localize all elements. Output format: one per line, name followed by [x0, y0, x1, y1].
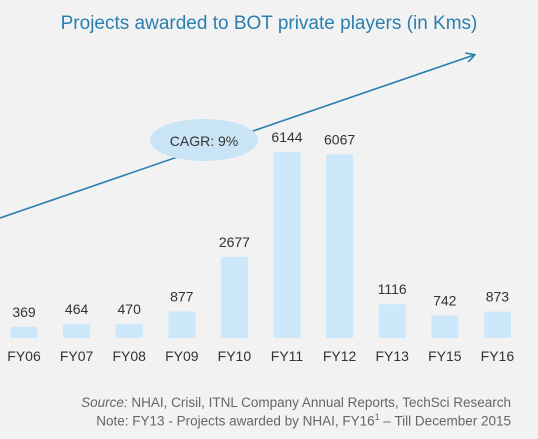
chart-title: Projects awarded to BOT private players … — [60, 13, 478, 34]
note-suffix: – Till December 2015 — [379, 413, 511, 429]
data-label-fy10: 2677 — [219, 234, 250, 250]
bar-fy16 — [483, 311, 511, 338]
bar-fy09 — [168, 311, 196, 338]
tick-label-fy11: FY11 — [271, 348, 304, 364]
data-label-fy13: 1116 — [378, 281, 407, 297]
cagr-annotation: CAGR: 9% — [150, 119, 258, 161]
labels-layer: 369 464 470 877 2677 6144 6067 1116 742 873 — [12, 129, 509, 320]
bar-fy10 — [220, 256, 248, 338]
tick-label-fy16: FY16 — [481, 348, 515, 364]
data-label-fy07: 464 — [65, 301, 89, 317]
data-label-fy09: 877 — [170, 288, 194, 304]
note-superscript: 1 — [374, 412, 380, 422]
bar-fy08 — [115, 323, 143, 338]
tick-label-fy09: FY09 — [165, 348, 199, 364]
bar-fy13 — [378, 304, 406, 338]
tick-label-fy06: FY06 — [7, 348, 41, 364]
source-note: Source: NHAI, Crisil, ITNL Company Annua… — [81, 395, 511, 410]
bars-layer — [10, 152, 511, 338]
cagr-bubble — [150, 119, 258, 161]
bar-fy12 — [326, 154, 354, 338]
data-label-fy16: 873 — [486, 289, 510, 305]
footnote: Note: FY13 - Projects awarded by NHAI, F… — [96, 412, 511, 429]
data-label-fy08: 470 — [118, 301, 142, 317]
data-label-fy06: 369 — [12, 304, 36, 320]
tick-label-fy10: FY10 — [218, 348, 252, 364]
data-label-fy11: 6144 — [271, 129, 302, 145]
bar-fy15 — [431, 315, 459, 338]
tick-label-fy13: FY13 — [375, 348, 409, 364]
note-prefix: Note: FY13 - Projects awarded by NHAI, F… — [96, 413, 375, 429]
cagr-label: CAGR: 9% — [170, 133, 238, 149]
tick-label-fy07: FY07 — [60, 348, 94, 364]
tick-label-fy15: FY15 — [428, 348, 462, 364]
data-label-fy15: 742 — [433, 293, 457, 309]
source-label: Source: — [81, 395, 128, 410]
tick-labels-layer: FY06 FY07 FY08 FY09 FY10 FY11 FY12 FY13 FY15 FY16 — [7, 348, 514, 364]
bar-fy07 — [63, 323, 91, 338]
tick-label-fy08: FY08 — [112, 348, 146, 364]
data-label-fy12: 6067 — [324, 131, 355, 147]
tick-label-fy12: FY12 — [323, 348, 357, 364]
bar-fy06 — [10, 326, 38, 338]
source-text: NHAI, Crisil, ITNL Company Annual Report… — [127, 395, 511, 410]
bar-fy11 — [273, 152, 301, 338]
